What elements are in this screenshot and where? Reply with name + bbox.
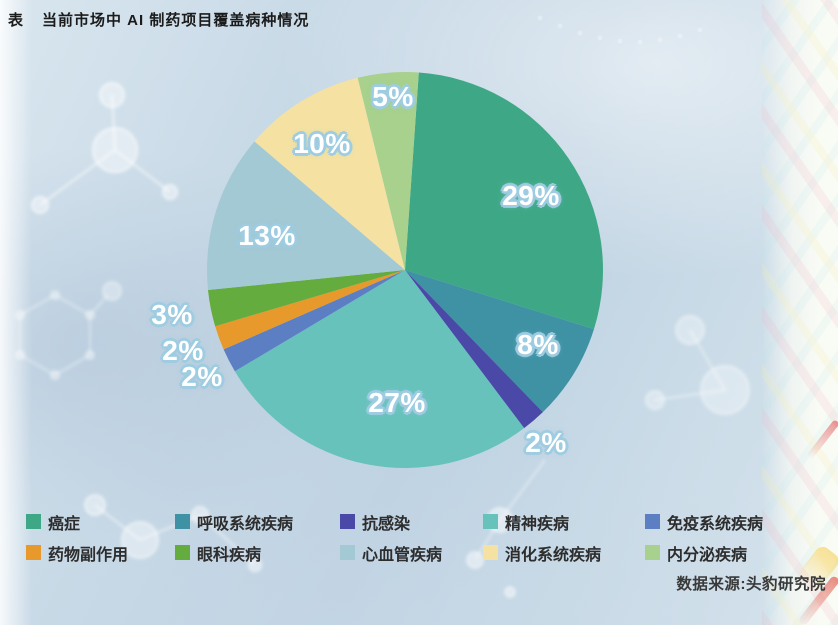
pie-slice-5 [215,270,405,350]
legend-swatch [26,514,41,529]
legend-label: 消化系统疾病 [505,546,602,564]
pie-percent-label-0: 29% [502,180,560,211]
legend-swatch [26,545,41,560]
pie-percent-label-3: 27% [368,387,426,418]
pie-slice-9 [357,71,419,270]
legend-item-7: 心血管疾病 [340,537,483,568]
legend-swatch [483,545,498,560]
pastel-chevron-pattern [762,0,838,625]
legend-label: 眼科疾病 [197,546,262,564]
data-source: 数据来源:头豹研究院 [676,576,826,593]
legend-swatch [645,514,660,529]
legend-label: 免疫系统疾病 [667,515,764,533]
legend-swatch [175,545,190,560]
legend-item-6: 眼科疾病 [175,537,340,568]
pie-percent-label-2: 2% [525,427,567,458]
pie-percent-label-5: 2% [162,335,204,366]
pie-slice-2 [405,270,543,429]
legend-label: 呼吸系统疾病 [197,515,294,533]
pie-percent-label-9: 5% [372,81,414,112]
pie-slice-4 [223,270,405,372]
pie-slice-8 [254,77,405,270]
legend-item-0: 癌症 [26,506,175,537]
legend-label: 内分泌疾病 [667,546,748,564]
legend-label: 癌症 [48,515,81,533]
pie-slice-3 [234,270,525,468]
legend-item-2: 抗感染 [340,506,483,537]
legend-swatch [645,545,660,560]
legend-item-3: 精神疾病 [483,506,645,537]
pie-percent-label-7: 13% [238,220,296,251]
pie-slice-6 [208,270,405,327]
legend-label: 抗感染 [362,515,411,533]
chart-title-tag: 表 [8,12,25,29]
legend-item-9: 内分泌疾病 [645,537,776,568]
page-edge-strip [762,0,838,625]
pie-percent-label-4: 2% [181,361,223,392]
legend-item-5: 药物副作用 [26,537,175,568]
legend-item-8: 消化系统疾病 [483,537,645,568]
legend-swatch [340,514,355,529]
pie-percent-label-6: 3% [151,299,193,330]
legend-label: 心血管疾病 [362,546,443,564]
legend: 癌症 呼吸系统疾病 抗感染 精神疾病 免疫系统疾病药物副作用 眼科疾病 心血管疾病 消化系统疾… [26,506,776,568]
chart-title: 表当前市场中 AI 制药项目覆盖病种情况 [8,9,309,30]
legend-swatch [483,514,498,529]
legend-label: 精神疾病 [505,515,570,533]
legend-swatch [340,545,355,560]
legend-label: 药物副作用 [48,546,129,564]
chart-title-text: 当前市场中 AI 制药项目覆盖病种情况 [42,12,310,29]
legend-item-1: 呼吸系统疾病 [175,506,340,537]
pie-slice-0 [405,72,603,330]
pie-slice-7 [206,141,405,291]
pie-percent-label-8: 10% [293,128,351,159]
pie-slice-1 [405,270,594,413]
pie-percent-label-1: 8% [517,329,559,360]
legend-item-4: 免疫系统疾病 [645,506,776,537]
legend-swatch [175,514,190,529]
